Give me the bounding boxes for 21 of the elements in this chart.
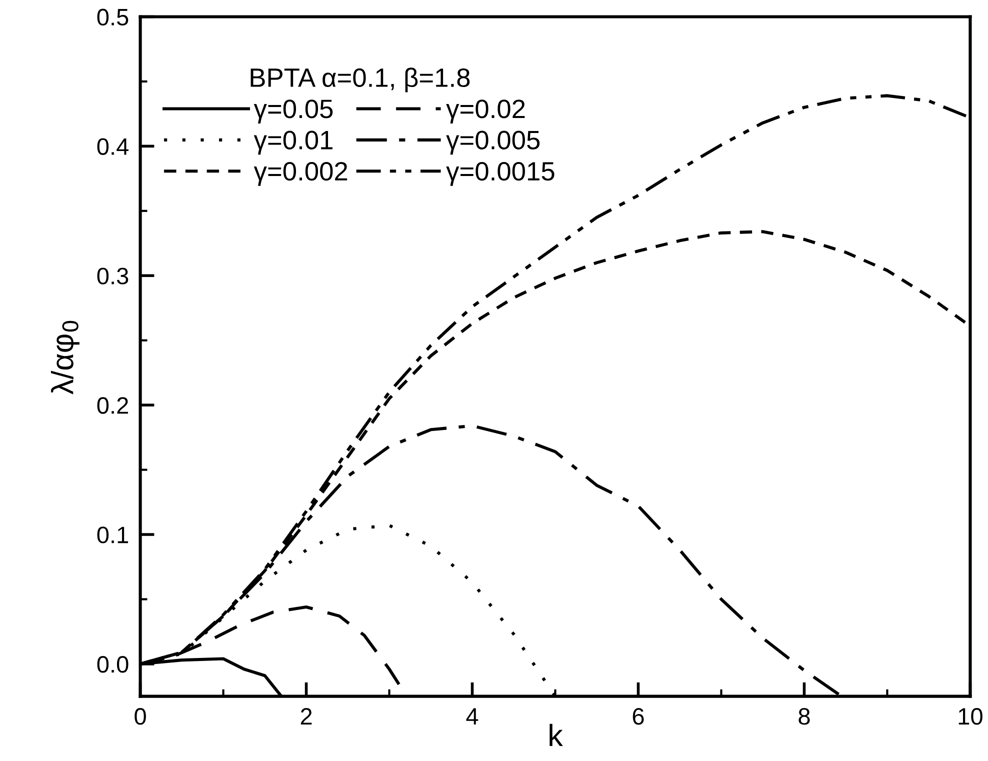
y-tick-label: 0.1	[97, 526, 128, 544]
y-axis-title: λ/αφ$_{0}$	[50, 320, 80, 394]
legend-label: γ=0.0015	[446, 162, 554, 186]
x-tick-label: 4	[466, 708, 478, 725]
x-tick-label: 8	[798, 708, 810, 725]
legend-label: γ=0.05	[254, 100, 333, 124]
y-tick-label: 0.0	[97, 656, 128, 673]
x-tick-label: 10	[958, 708, 982, 725]
y-tick-label: 0.4	[97, 138, 128, 155]
legend-label: γ=0.002	[254, 162, 348, 186]
x-tick-label: 2	[300, 708, 312, 725]
x-tick-label: 0	[134, 708, 146, 725]
legend-label: γ=0.01	[254, 130, 332, 155]
y-tick-label: 0.2	[97, 397, 128, 414]
legend-label: γ=0.005	[446, 130, 540, 155]
x-axis-title: k	[550, 724, 563, 746]
legend-label: γ=0.02	[446, 100, 525, 124]
x-tick-label: 6	[632, 708, 644, 725]
legend-title: BPTA α=0.1, β=1.8	[250, 68, 470, 92]
y-tick-label: 0.5	[97, 8, 128, 26]
y-tick-label: 0.3	[97, 268, 128, 284]
